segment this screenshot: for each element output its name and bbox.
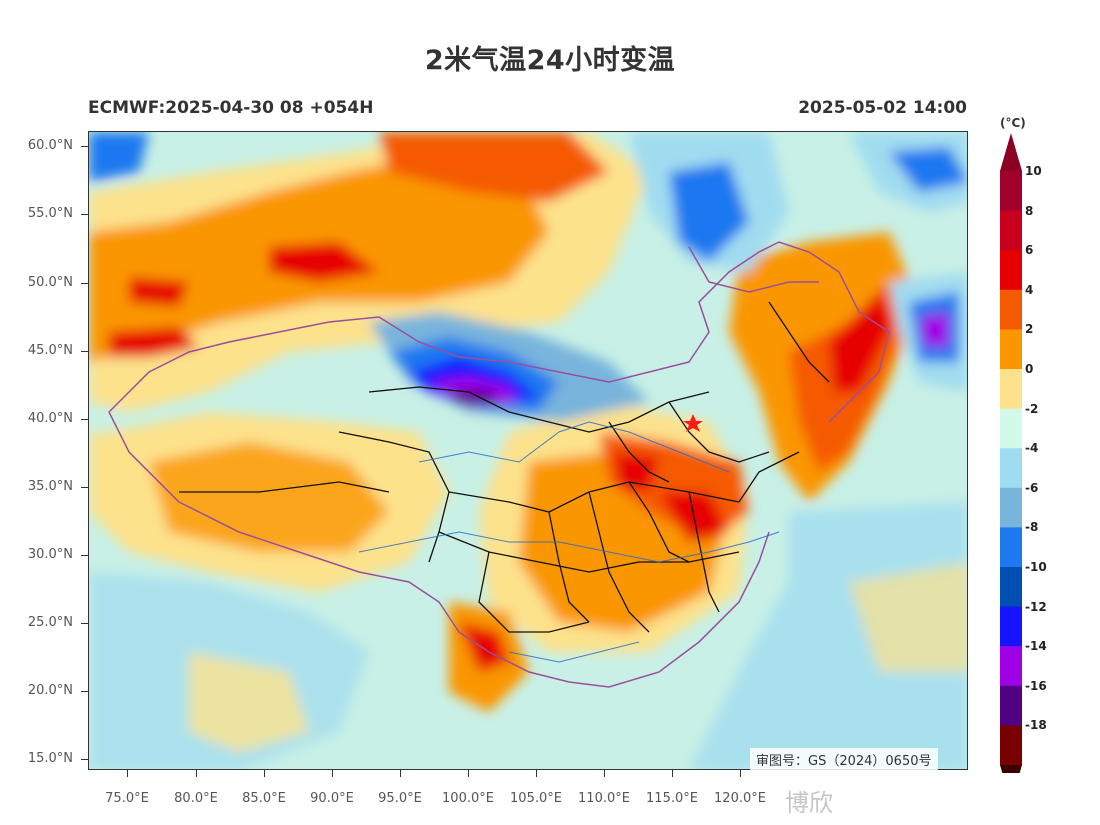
- lat-tick: [81, 691, 88, 692]
- lat-tick: [81, 623, 88, 624]
- colorbar-segment: [1000, 487, 1022, 528]
- map-canvas: [89, 132, 967, 769]
- colorbar-tick-label: 0: [1025, 362, 1034, 376]
- lon-label: 115.0°E: [646, 791, 698, 806]
- valid-time-label: 2025-05-02 14:00: [798, 98, 967, 118]
- lat-label: 40.0°N: [27, 411, 73, 426]
- watermark: 博欣: [785, 789, 833, 817]
- colorbar-tick-label: -8: [1025, 520, 1039, 535]
- lon-label: 100.0°E: [442, 791, 494, 806]
- colorbar-segment: [1000, 329, 1022, 370]
- model-run-label: ECMWF:2025-04-30 08 +054H: [88, 98, 374, 118]
- colorbar-tick-label: -4: [1025, 441, 1039, 456]
- colorbar-tick-label: -6: [1025, 480, 1039, 495]
- lon-tick: [672, 770, 673, 777]
- colorbar-tick-label: 2: [1025, 322, 1034, 337]
- colorbar-segment: [1000, 567, 1022, 608]
- colorbar-unit: (°C): [1000, 116, 1026, 130]
- colorbar-segment: [1000, 289, 1022, 330]
- lat-label: 15.0°N: [27, 751, 73, 766]
- map-approval-number: 审图号：GS（2024）0650号: [750, 748, 938, 771]
- lon-label: 120.0°E: [714, 791, 766, 806]
- colorbar-segment: [1000, 171, 1022, 212]
- colorbar: [1000, 133, 1022, 773]
- lat-label: 60.0°N: [27, 138, 73, 153]
- lon-label: 95.0°E: [378, 791, 422, 806]
- colorbar-segment: [1000, 606, 1022, 647]
- lon-tick: [332, 770, 333, 777]
- temperature-change-map: [88, 131, 968, 770]
- lat-label: 25.0°N: [27, 615, 73, 630]
- capital-star-icon: [683, 414, 703, 432]
- temperature-field: [89, 132, 967, 769]
- colorbar-segment: [1000, 448, 1022, 489]
- lat-tick: [81, 351, 88, 352]
- colorbar-tick-label: -10: [1025, 560, 1047, 574]
- lon-tick: [196, 770, 197, 777]
- colorbar-top-arrow: [1000, 133, 1022, 171]
- lon-tick: [604, 770, 605, 777]
- colorbar-segment: [1000, 369, 1022, 410]
- river-lines: [358, 421, 780, 663]
- lat-tick: [81, 759, 88, 760]
- lon-label: 110.0°E: [578, 791, 630, 806]
- lat-tick: [81, 487, 88, 488]
- lat-tick: [81, 146, 88, 147]
- colorbar-tick-label: -16: [1025, 678, 1047, 693]
- colorbar-tick-label: 6: [1025, 243, 1034, 258]
- lat-tick: [81, 555, 88, 556]
- lon-tick: [468, 770, 469, 777]
- lat-tick: [81, 283, 88, 284]
- lon-tick: [740, 770, 741, 777]
- chart-title: 2米气温24小时变温: [424, 45, 676, 76]
- colorbar-segment: [1000, 725, 1022, 766]
- lon-label: 75.0°E: [105, 791, 149, 806]
- colorbar-tick-label: -18: [1025, 718, 1047, 733]
- lat-tick: [81, 214, 88, 215]
- colorbar-segment: [1000, 527, 1022, 568]
- lon-tick: [536, 770, 537, 777]
- lat-label: 30.0°N: [27, 547, 73, 562]
- lat-label: 50.0°N: [27, 275, 73, 290]
- province-border-lines: [179, 301, 830, 633]
- lat-label: 55.0°N: [27, 206, 73, 221]
- lon-tick: [127, 770, 128, 777]
- lon-tick: [400, 770, 401, 777]
- colorbar-tick-label: -14: [1025, 639, 1047, 654]
- colorbar-tick-label: -12: [1025, 599, 1047, 614]
- colorbar-segment: [1000, 646, 1022, 687]
- colorbar-bottom-arrow: [1000, 765, 1022, 773]
- lon-tick: [264, 770, 265, 777]
- colorbar-segment: [1000, 685, 1022, 726]
- lat-label: 45.0°N: [27, 343, 73, 358]
- colorbar-tick-label: -2: [1025, 401, 1039, 416]
- lat-tick: [81, 419, 88, 420]
- lon-label: 85.0°E: [242, 791, 286, 806]
- lon-label: 105.0°E: [510, 791, 562, 806]
- lat-label: 35.0°N: [27, 479, 73, 494]
- colorbar-segment: [1000, 210, 1022, 251]
- colorbar-tick-label: 10: [1025, 164, 1042, 178]
- lon-label: 80.0°E: [174, 791, 218, 806]
- colorbar-tick-label: 4: [1025, 282, 1034, 297]
- national-border-lines: [108, 241, 890, 688]
- colorbar-segment: [1000, 408, 1022, 449]
- lat-label: 20.0°N: [27, 683, 73, 698]
- colorbar-segment: [1000, 250, 1022, 291]
- lon-label: 90.0°E: [310, 791, 354, 806]
- colorbar-tick-label: 8: [1025, 203, 1034, 218]
